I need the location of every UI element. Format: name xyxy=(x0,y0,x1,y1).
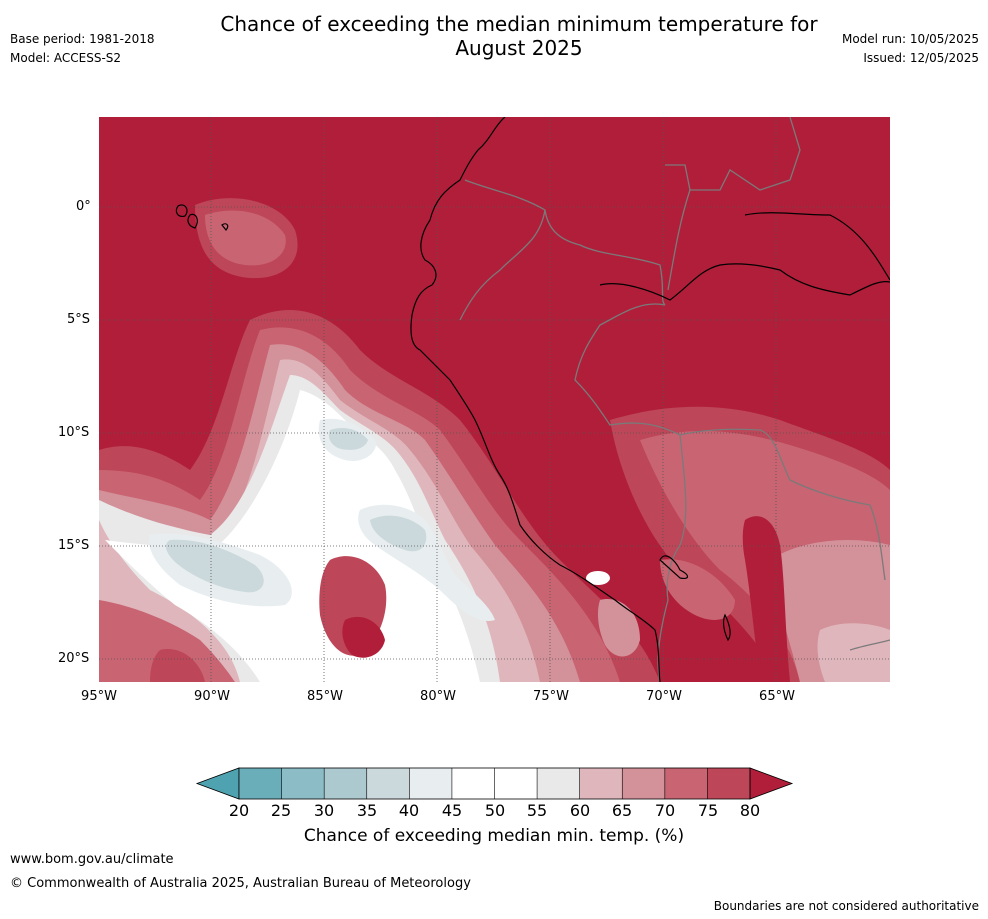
lat-label: 15°S xyxy=(58,538,90,553)
colorbar-segment xyxy=(707,768,751,799)
lat-label: 10°S xyxy=(58,425,90,440)
colorbar-tick: 45 xyxy=(441,801,463,820)
colorbar-segment xyxy=(664,768,708,799)
colorbar-tick: 80 xyxy=(739,801,761,820)
coastline xyxy=(175,117,890,682)
map-title: Chance of exceeding the median minimum t… xyxy=(0,12,988,60)
contour-80-sw xyxy=(342,616,385,658)
colorbar-arrow-high xyxy=(749,767,794,800)
colorbar-tick: 65 xyxy=(611,801,633,820)
colorbar-segment xyxy=(409,768,453,799)
colorbar-segment xyxy=(366,768,410,799)
country-borders xyxy=(459,117,890,682)
lon-label: 90°W xyxy=(194,689,230,704)
colorbar-arrow-low xyxy=(195,767,240,800)
contour-80-se-strip xyxy=(742,516,790,682)
colorbar-segment xyxy=(451,768,495,799)
colorbar-tick: 35 xyxy=(356,801,378,820)
colorbar-segment xyxy=(494,768,538,799)
contour-40-north xyxy=(328,428,368,450)
contour-70-titicaca xyxy=(660,559,735,620)
contour-60-se xyxy=(817,623,890,682)
contour-70-sw2 xyxy=(99,600,235,682)
contour-40-mid xyxy=(370,515,427,552)
contour-50 xyxy=(105,390,480,682)
colorbar-tick: 55 xyxy=(526,801,548,820)
contour-40-west xyxy=(165,539,264,593)
model-run-label: Model run: 10/05/2025 xyxy=(841,32,979,46)
colorbar-tick: 30 xyxy=(313,801,335,820)
base-period-label: Base period: 1981-2018 xyxy=(10,32,155,46)
colorbar-tick: 60 xyxy=(569,801,591,820)
graticule xyxy=(99,117,890,682)
colorbar-segment xyxy=(324,768,368,799)
lat-label: 5°S xyxy=(67,312,91,327)
lat-label: 0° xyxy=(76,199,91,214)
lon-label: 80°W xyxy=(420,689,456,704)
colorbar xyxy=(195,767,794,800)
copyright-notice: © Commonwealth of Australia 2025, Austra… xyxy=(10,876,471,891)
colorbar-tick: 75 xyxy=(697,801,719,820)
contour-75-sw3 xyxy=(150,649,205,682)
colorbar-tick: 40 xyxy=(398,801,420,820)
colorbar-segment xyxy=(537,768,581,799)
lon-label: 65°W xyxy=(759,689,795,704)
boundaries-disclaimer: Boundaries are not considered authoritat… xyxy=(713,899,979,913)
map-title-line2: August 2025 xyxy=(455,36,583,60)
colorbar-segment xyxy=(622,768,666,799)
lon-label: 70°W xyxy=(646,689,682,704)
coastal-white-spot xyxy=(586,571,610,585)
lon-label: 75°W xyxy=(533,689,569,704)
contour-65-south xyxy=(597,599,640,657)
colorbar-tick: 70 xyxy=(654,801,676,820)
lon-label: 85°W xyxy=(307,689,343,704)
colorbar-tick: 20 xyxy=(228,801,250,820)
lat-label: 20°S xyxy=(58,651,90,666)
bom-url: www.bom.gov.au/climate xyxy=(10,852,174,867)
colorbar-tick: 50 xyxy=(484,801,506,820)
colorbar-segment xyxy=(579,768,623,799)
model-label: Model: ACCESS-S2 xyxy=(10,51,122,65)
colorbar-label: Chance of exceeding median min. temp. (%… xyxy=(303,826,685,846)
colorbar-tick: 25 xyxy=(270,801,292,820)
colorbar-segment xyxy=(281,768,325,799)
map-fill xyxy=(99,117,890,682)
map-title-line1: Chance of exceeding the median minimum t… xyxy=(220,12,818,36)
issued-label: Issued: 12/05/2025 xyxy=(863,51,979,65)
lon-label: 95°W xyxy=(81,689,117,704)
colorbar-segment xyxy=(239,768,283,799)
